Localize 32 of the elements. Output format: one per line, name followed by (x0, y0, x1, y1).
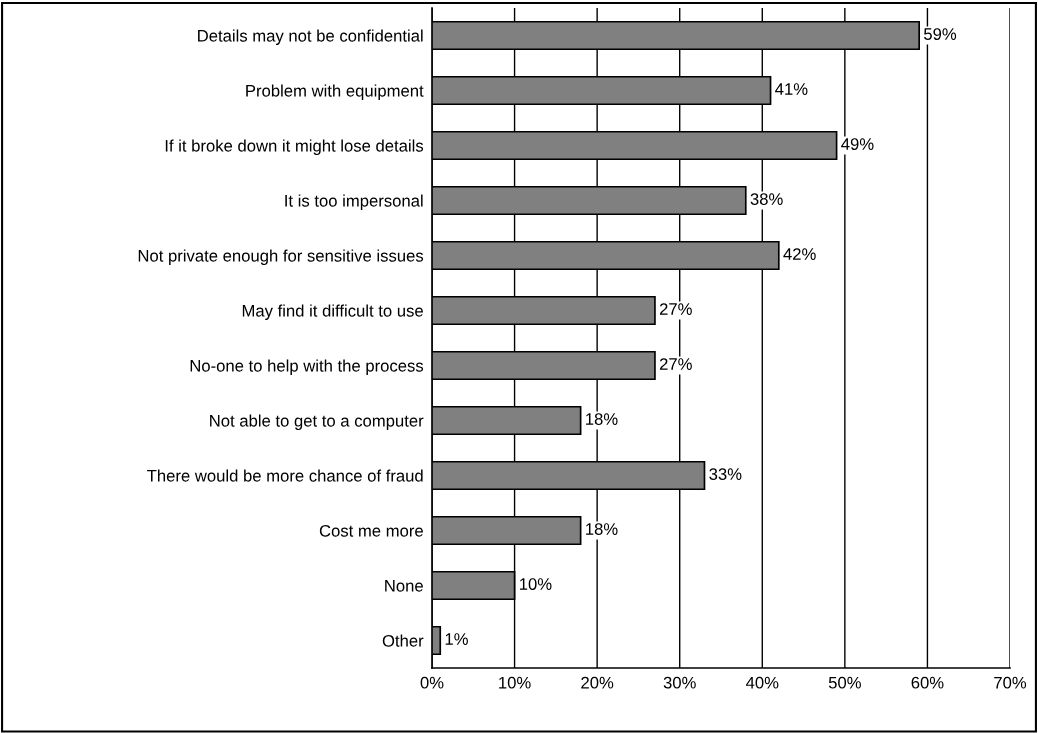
y-tick-label: There would be more chance of fraud (147, 469, 423, 482)
y-tick-label: Not able to get to a computer (210, 414, 424, 430)
x-tick-label: 60% (911, 676, 944, 689)
y-tick-label: Problem with equipment (246, 84, 424, 100)
x-tick-label: 20% (581, 676, 614, 689)
x-tick-label: 30% (663, 676, 696, 689)
data-label: 33% (709, 468, 742, 480)
x-tick-label: 40% (745, 676, 779, 689)
x-tick-label: 70% (994, 676, 1027, 689)
y-tick-label: Cost me more (319, 524, 423, 537)
data-label: 1% (445, 633, 468, 645)
data-label: 41% (775, 83, 808, 95)
y-tick-label: May find it difficult to use (242, 304, 423, 320)
data-label: 27% (659, 358, 692, 370)
x-tick-label: 10% (499, 676, 531, 689)
y-tick-label: If it broke down it might lose details (165, 139, 424, 155)
data-label: 38% (750, 193, 783, 205)
data-label: 10% (520, 578, 552, 590)
y-tick-label: Not private enough for sensitive issues (138, 249, 424, 265)
data-label: 49% (841, 138, 874, 150)
x-tick-label: 50% (828, 676, 861, 689)
y-tick-label: It is too impersonal (285, 194, 423, 210)
y-tick-label: Other (382, 634, 424, 647)
data-label: 27% (659, 303, 692, 315)
y-tick-label: Details may not be confidential (198, 29, 423, 45)
data-label: 18% (586, 413, 618, 425)
data-label: 59% (924, 28, 957, 40)
y-tick-label: No-one to help with the process (190, 359, 424, 375)
x-tick-label: 0% (420, 676, 444, 689)
data-label: 18% (586, 523, 618, 535)
data-label: 42% (783, 248, 816, 260)
y-tick-label: None (385, 580, 423, 592)
